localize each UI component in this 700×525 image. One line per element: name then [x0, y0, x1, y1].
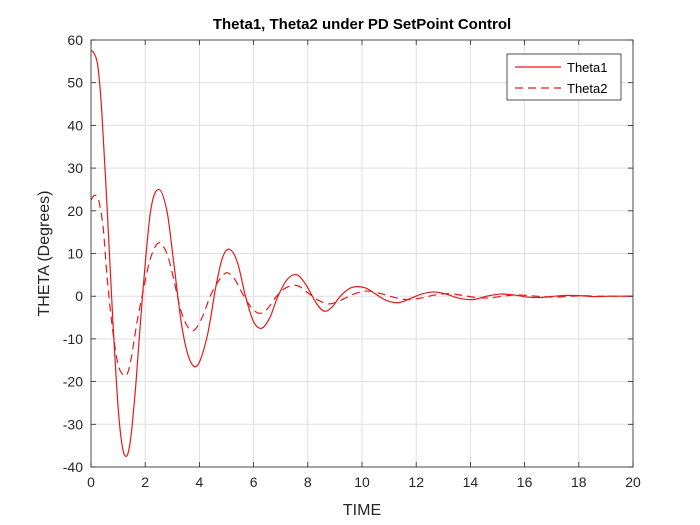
y-tick-label: -30	[63, 416, 83, 432]
y-tick-label: 40	[67, 117, 83, 133]
x-axis-title: TIME	[343, 502, 381, 519]
x-tick-label: 8	[304, 474, 312, 490]
series-line-theta2	[90, 194, 634, 377]
tick-labels: 0 2 4 6 8 10 12 14 16 18 20 -40 -30 -20 -10 0 10 20 30 40 50…	[63, 32, 641, 490]
y-tick-label: -20	[63, 374, 83, 390]
x-tick-label: 16	[517, 474, 533, 490]
legend-label-theta1: Theta1	[567, 60, 607, 75]
ticks	[90, 39, 634, 468]
x-tick-label: 6	[250, 474, 258, 490]
x-tick-label: 10	[354, 474, 370, 490]
y-tick-label: 10	[67, 246, 83, 262]
x-tick-label: 12	[408, 474, 424, 490]
y-tick-label: 50	[67, 75, 83, 91]
y-tick-label: 60	[67, 32, 83, 48]
y-tick-label: 20	[67, 203, 83, 219]
x-tick-label: 18	[571, 474, 587, 490]
y-tick-label: 0	[75, 288, 83, 304]
x-tick-label: 2	[141, 474, 149, 490]
chart-title: Theta1, Theta2 under PD SetPoint Control	[213, 16, 511, 33]
y-axis-title: THETA (Degrees)	[36, 191, 53, 317]
series-layer	[90, 50, 634, 458]
x-tick-label: 14	[463, 474, 479, 490]
x-tick-label: 20	[625, 474, 641, 490]
legend-label-theta2: Theta2	[567, 81, 607, 96]
y-tick-label: -40	[63, 459, 83, 475]
x-tick-label: 0	[87, 474, 95, 490]
legend: Theta1 Theta2	[506, 53, 622, 101]
y-tick-label: -10	[63, 331, 83, 347]
y-tick-label: 30	[67, 160, 83, 176]
x-tick-label: 4	[196, 474, 204, 490]
series-line-theta1	[90, 50, 634, 458]
legend-box	[506, 53, 622, 101]
